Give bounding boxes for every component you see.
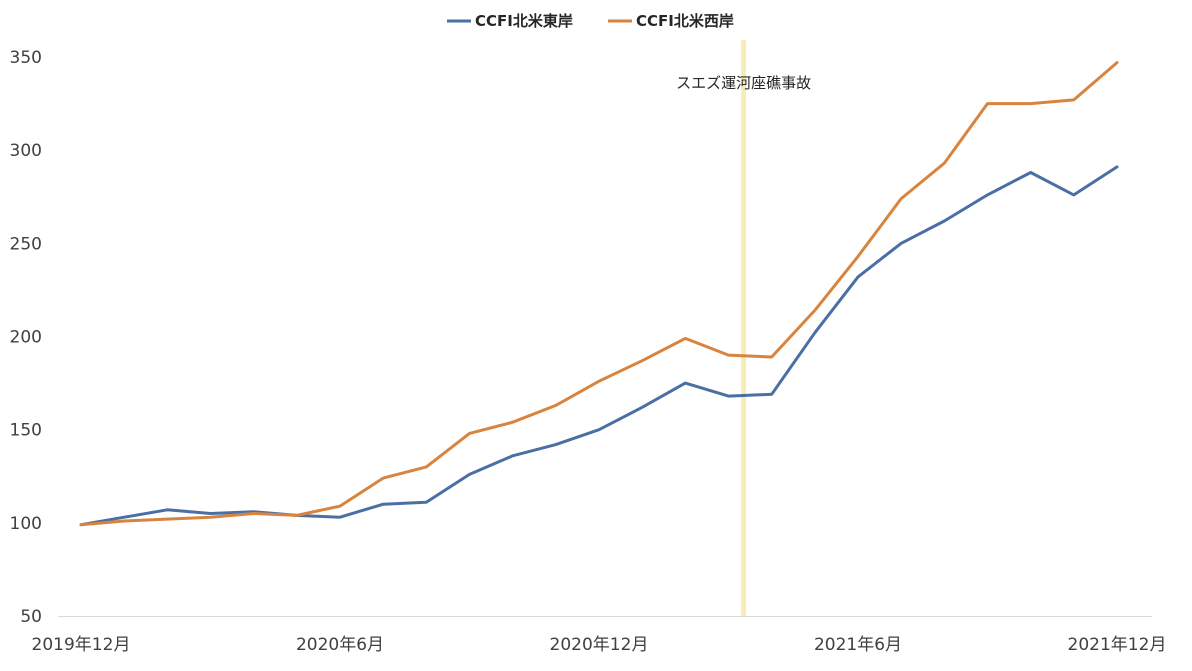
suez-annotation-band: [741, 40, 747, 616]
x-tick-label: 2019年12月: [32, 635, 131, 655]
x-tick-label: 2021年6月: [814, 635, 902, 655]
y-axis: 50 100 150 200 250 300 350: [10, 48, 42, 627]
series-line-west-coast: [79, 61, 1119, 527]
legend: CCFI北米東岸 CCFI北米西岸: [447, 12, 734, 30]
x-tick-label: 2020年12月: [550, 635, 649, 655]
legend-label: CCFI北米西岸: [636, 12, 734, 30]
series-line-east-coast: [79, 165, 1119, 527]
y-tick-label: 50: [20, 607, 42, 627]
x-axis: 2019年12月 2020年6月 2020年12月 2021年6月 2021年12月: [32, 616, 1167, 655]
legend-label: CCFI北米東岸: [475, 12, 573, 30]
y-tick-label: 200: [10, 328, 42, 348]
x-tick-label: 2021年12月: [1068, 635, 1167, 655]
y-tick-label: 300: [10, 141, 42, 161]
y-tick-label: 100: [10, 514, 42, 534]
annotation-layer: スエズ運河座礁事故: [676, 40, 811, 616]
suez-annotation-label: スエズ運河座礁事故: [676, 74, 811, 92]
x-tick-label: 2020年6月: [296, 635, 384, 655]
y-tick-label: 150: [10, 421, 42, 441]
y-tick-label: 350: [10, 48, 42, 68]
y-tick-label: 250: [10, 234, 42, 254]
series-layer: [79, 61, 1119, 527]
